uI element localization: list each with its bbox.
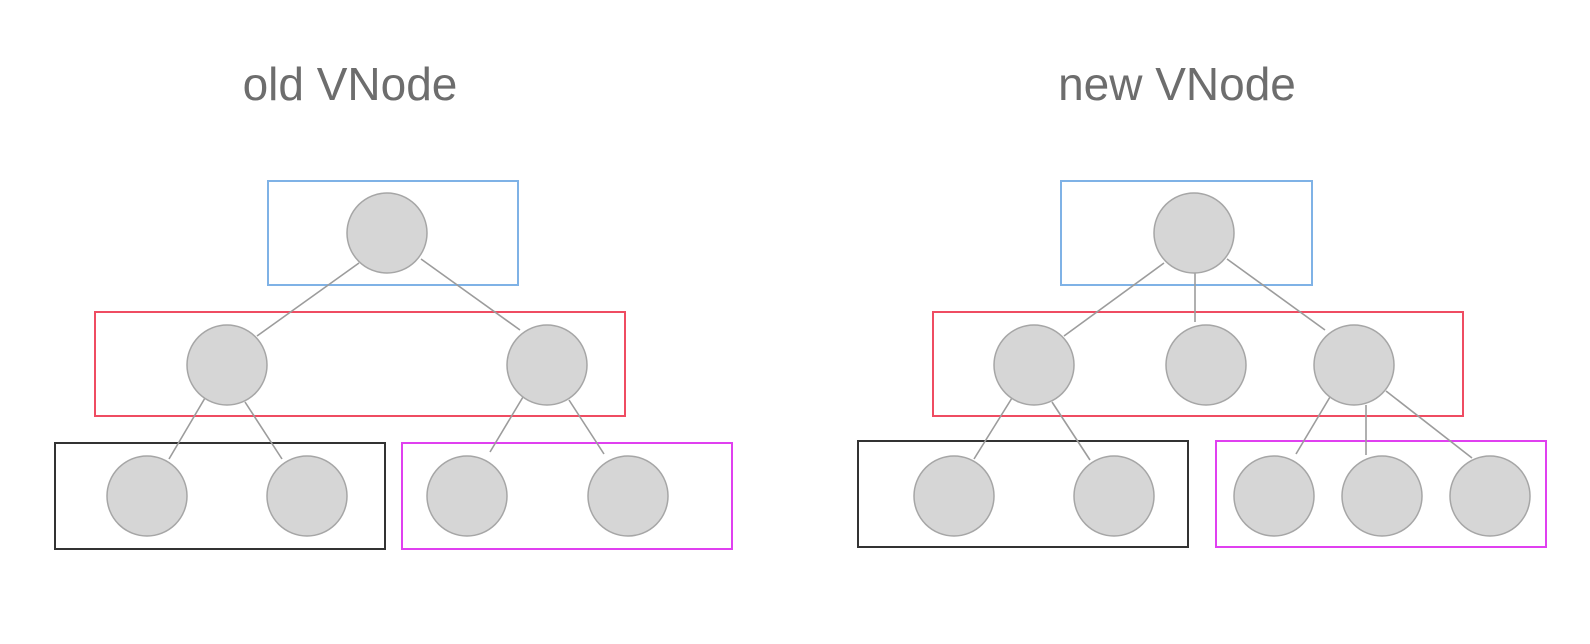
- old-left-children-box: [54, 442, 386, 550]
- old-edge-root-left: [256, 262, 360, 337]
- old-leaf-node: [266, 455, 348, 537]
- new-leaf-node: [1449, 455, 1531, 537]
- new-root-node: [1153, 192, 1235, 274]
- new-edge-right-child1: [1295, 396, 1331, 455]
- old-vnode-tree: [54, 180, 733, 550]
- new-edge-left-child1: [973, 397, 1013, 460]
- old-leaf-node: [587, 455, 669, 537]
- old-edge-right-child1: [489, 396, 524, 453]
- old-level1-left-node: [186, 324, 268, 406]
- new-left-children-box: [857, 440, 1189, 548]
- new-vnode-tree: [857, 180, 1547, 548]
- new-leaf-node: [1233, 455, 1315, 537]
- new-right-children-box: [1215, 440, 1547, 548]
- old-level1-right-node: [506, 324, 588, 406]
- new-leaf-node: [913, 455, 995, 537]
- old-edge-root-right: [420, 258, 521, 331]
- new-edge-root-right: [1226, 258, 1326, 331]
- new-edge-right-child3: [1385, 390, 1473, 459]
- old-leaf-node: [426, 455, 508, 537]
- old-level1-box: [94, 311, 626, 417]
- new-edge-root-left: [1063, 262, 1165, 337]
- new-level1-middle-node: [1165, 324, 1247, 406]
- old-leaf-node: [106, 455, 188, 537]
- old-edge-right-child2: [568, 399, 605, 455]
- old-vnode-title: old VNode: [242, 58, 458, 110]
- new-root-level-box: [1060, 180, 1313, 286]
- new-level1-box: [932, 311, 1464, 417]
- new-level1-left-node: [993, 324, 1075, 406]
- new-edge-left-child2: [1051, 401, 1091, 461]
- new-leaf-node: [1073, 455, 1155, 537]
- old-edge-left-child1: [168, 397, 206, 460]
- new-vnode-title: new VNode: [1058, 58, 1296, 110]
- old-root-node: [346, 192, 428, 274]
- old-edge-left-child2: [244, 401, 283, 460]
- new-level1-right-node: [1313, 324, 1395, 406]
- old-root-level-box: [267, 180, 519, 286]
- old-right-children-box: [401, 442, 733, 550]
- new-leaf-node: [1341, 455, 1423, 537]
